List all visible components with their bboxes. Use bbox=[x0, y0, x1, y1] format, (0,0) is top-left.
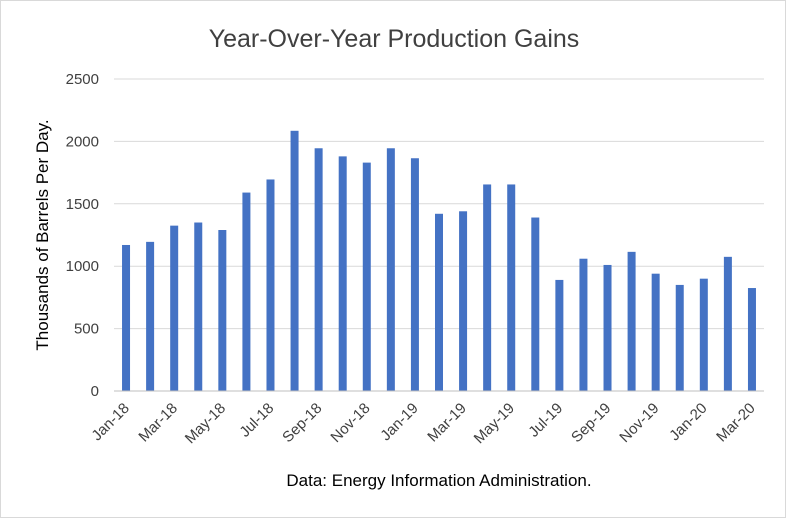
bar-Apr-19 bbox=[483, 184, 492, 391]
x-tick-label: Sep-19 bbox=[568, 400, 614, 446]
bar-May-18 bbox=[218, 230, 227, 391]
bar-Mar-18 bbox=[170, 225, 179, 391]
x-tick-label: Jul-19 bbox=[525, 400, 566, 441]
bar-Sep-19 bbox=[603, 264, 612, 391]
bar-Dec-18 bbox=[386, 148, 395, 391]
y-tick-label: 2500 bbox=[66, 71, 99, 88]
bars bbox=[122, 130, 756, 392]
x-tick-label: Sep-18 bbox=[279, 400, 325, 446]
bar-Jan-19 bbox=[410, 158, 419, 391]
x-axis-ticks: Jan-18 Mar-18 May-18 Jul-18 Sep-18 Nov-18 Jan-… bbox=[88, 400, 758, 447]
bar-Oct-19 bbox=[627, 251, 636, 391]
bar-Aug-18 bbox=[290, 130, 299, 392]
bar-Aug-19 bbox=[579, 258, 588, 391]
x-axis-title: Data: Energy Information Administration. bbox=[286, 471, 591, 490]
y-tick-label: 500 bbox=[74, 321, 99, 338]
bar-Dec-19 bbox=[675, 284, 684, 391]
bar-Sep-18 bbox=[314, 148, 323, 391]
x-tick-label: Mar-19 bbox=[424, 400, 470, 446]
x-tick-label: Mar-20 bbox=[713, 400, 759, 446]
bar-Apr-18 bbox=[194, 222, 203, 391]
x-tick-label: May-18 bbox=[182, 400, 229, 447]
y-tick-label: 0 bbox=[91, 383, 99, 400]
bar-Jun-18 bbox=[242, 192, 251, 391]
bar-Jun-19 bbox=[531, 217, 540, 391]
bar-Feb-18 bbox=[146, 241, 155, 391]
y-tick-label: 1500 bbox=[66, 196, 99, 213]
chart-title: Year-Over-Year Production Gains bbox=[209, 25, 580, 53]
x-tick-label: Nov-19 bbox=[616, 400, 662, 446]
x-tick-label: Jan-19 bbox=[377, 400, 421, 444]
bar-Jul-19 bbox=[555, 279, 564, 391]
x-tick-label: Jul-18 bbox=[236, 400, 277, 441]
bar-Nov-18 bbox=[362, 162, 371, 391]
x-tick-label: Nov-18 bbox=[327, 400, 373, 446]
bar-Mar-19 bbox=[459, 211, 468, 391]
bar-Jul-18 bbox=[266, 179, 275, 391]
y-tick-label: 2000 bbox=[66, 133, 99, 150]
bar-Feb-19 bbox=[435, 213, 443, 391]
x-tick-label: Mar-18 bbox=[135, 400, 181, 446]
y-axis-ticks: 0 500 1000 1500 2000 2500 bbox=[66, 71, 99, 400]
bar-May-19 bbox=[507, 184, 516, 391]
y-tick-label: 1000 bbox=[66, 258, 99, 275]
x-tick-label: Jan-18 bbox=[88, 400, 132, 444]
bar-Jan-18 bbox=[122, 244, 131, 391]
bar-Nov-19 bbox=[651, 273, 660, 391]
bar-Feb-20 bbox=[723, 256, 732, 391]
bar-Oct-18 bbox=[338, 156, 347, 391]
y-axis-title: Thousands of Barrels Per Day. bbox=[33, 119, 52, 350]
bar-Mar-20 bbox=[747, 288, 756, 391]
bar-Jan-20 bbox=[699, 278, 708, 391]
x-tick-label: May-19 bbox=[471, 400, 518, 447]
x-tick-label: Jan-20 bbox=[666, 400, 710, 444]
